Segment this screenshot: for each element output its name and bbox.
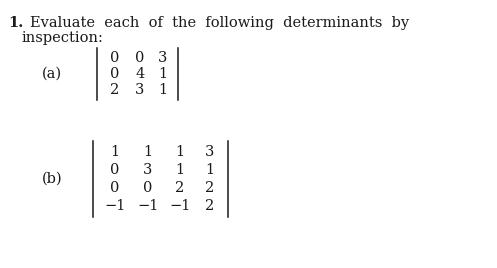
Text: 1: 1 <box>175 145 184 159</box>
Text: 1: 1 <box>205 163 215 177</box>
Text: 0: 0 <box>135 51 145 65</box>
Text: 3: 3 <box>135 83 145 97</box>
Text: 0: 0 <box>110 67 120 81</box>
Text: inspection:: inspection: <box>22 31 104 45</box>
Text: 2: 2 <box>205 199 215 213</box>
Text: (b): (b) <box>42 172 63 186</box>
Text: 1.: 1. <box>8 16 23 30</box>
Text: 2: 2 <box>175 181 184 195</box>
Text: 2: 2 <box>205 181 215 195</box>
Text: 0: 0 <box>110 181 120 195</box>
Text: 1: 1 <box>110 145 120 159</box>
Text: 3: 3 <box>159 51 167 65</box>
Text: −1: −1 <box>169 199 191 213</box>
Text: 0: 0 <box>110 51 120 65</box>
Text: (a): (a) <box>42 67 62 81</box>
Text: 1: 1 <box>144 145 153 159</box>
Text: 4: 4 <box>135 67 145 81</box>
Text: 1: 1 <box>175 163 184 177</box>
Text: 3: 3 <box>143 163 153 177</box>
Text: 0: 0 <box>110 163 120 177</box>
Text: −1: −1 <box>104 199 126 213</box>
Text: 1: 1 <box>159 67 167 81</box>
Text: 0: 0 <box>143 181 153 195</box>
Text: 3: 3 <box>205 145 215 159</box>
Text: −1: −1 <box>137 199 159 213</box>
Text: 2: 2 <box>110 83 120 97</box>
Text: Evaluate  each  of  the  following  determinants  by: Evaluate each of the following determina… <box>30 16 409 30</box>
Text: 1: 1 <box>159 83 167 97</box>
